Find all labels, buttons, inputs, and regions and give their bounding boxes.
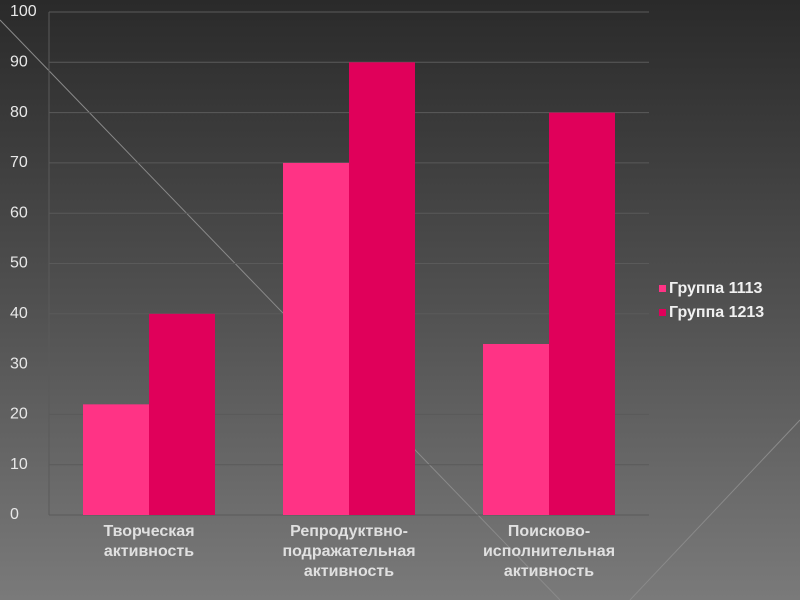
y-tick-label: 80 [10,104,28,121]
y-tick-label: 100 [10,3,37,20]
x-tick-label: Поисково- [508,523,590,540]
bars [83,62,615,516]
x-tick-label: активность [104,543,194,560]
legend-swatch [659,309,666,316]
x-tick-label: активность [504,563,594,580]
y-tick-label: 70 [10,154,28,171]
legend-label: Группа 1213 [669,304,764,321]
x-tick-label: активность [304,563,394,580]
bar [483,343,549,515]
y-tick-label: 0 [10,506,19,523]
bar [549,112,615,515]
y-tick-label: 60 [10,204,28,221]
x-tick-label: Репродуктвно- [290,523,408,540]
labels: 0 10 20 30 40 50 60 70 80 90 100 Творческая активнос… [10,3,764,580]
decor-line [0,19,561,600]
y-tick-label: 10 [10,456,28,473]
decor-line [629,419,800,600]
y-tick-label: 90 [10,54,28,71]
y-tick-label: 50 [10,255,28,272]
bar [83,404,149,515]
x-tick-label: Творческая [103,523,194,540]
x-tick-label: исполнительная [483,543,615,560]
legend-label: Группа 1113 [669,280,763,297]
y-tick-label: 40 [10,305,28,322]
y-tick-label: 20 [10,406,28,423]
y-tick-label: 30 [10,355,28,372]
bar [283,162,349,515]
x-tick-label: подражательная [282,543,415,560]
legend-swatch [659,285,666,292]
bar [149,313,215,515]
bar [349,62,415,516]
